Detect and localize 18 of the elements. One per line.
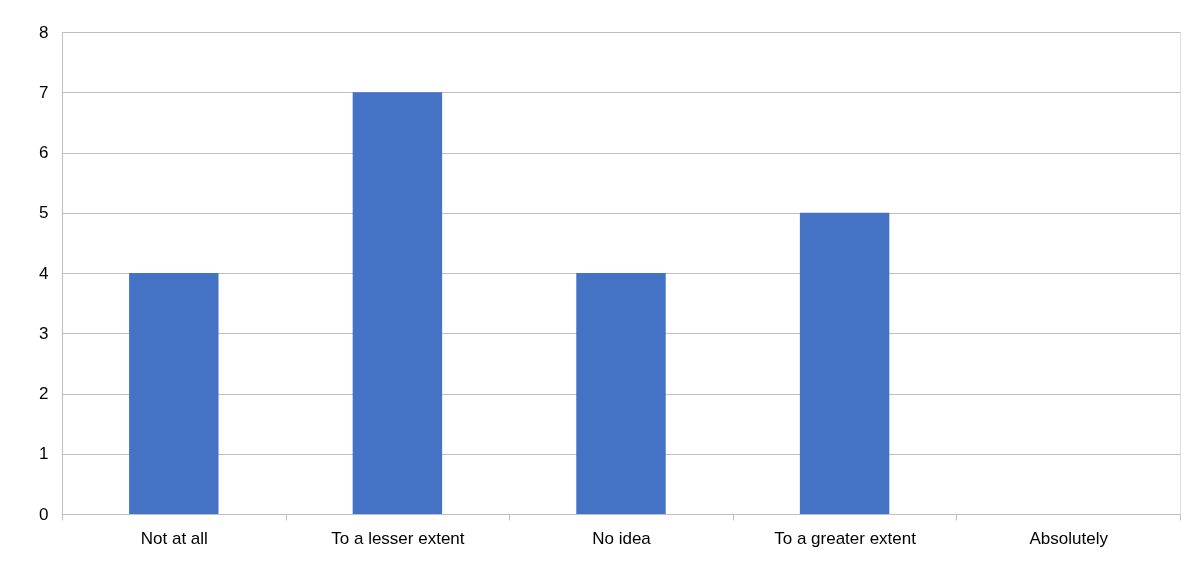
y-tick-label: 7	[39, 82, 49, 102]
x-tick-label: Not at all	[140, 528, 208, 548]
bar	[352, 92, 443, 514]
bar	[129, 273, 219, 514]
y-tick-label: 1	[39, 444, 49, 464]
x-tick-label: To a lesser extent	[331, 528, 465, 548]
y-tick-label: 8	[39, 22, 49, 42]
y-tick-label: 3	[39, 323, 49, 343]
y-tick-label: 4	[39, 263, 49, 283]
y-tick-label: 2	[39, 384, 49, 403]
x-tick-label: Absolutely	[1029, 528, 1109, 548]
x-tick-label: No idea	[592, 528, 652, 548]
y-tick-label: 0	[39, 504, 49, 524]
bar	[576, 273, 666, 514]
bar	[799, 212, 890, 514]
y-tick-label: 5	[39, 203, 49, 223]
x-tick-label: To a greater extent	[774, 528, 917, 548]
y-tick-label: 6	[39, 143, 49, 162]
